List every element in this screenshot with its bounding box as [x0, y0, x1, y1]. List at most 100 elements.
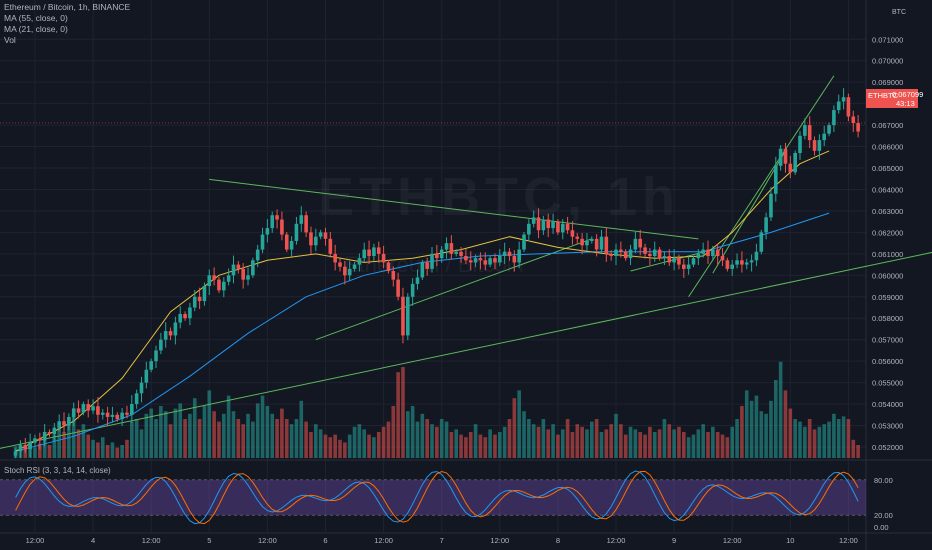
- candle-body: [309, 232, 313, 246]
- volume-bar: [343, 442, 347, 458]
- candle-body: [822, 133, 827, 141]
- volume-bar: [817, 426, 822, 458]
- price-tag-value: 0.067099: [892, 90, 924, 99]
- time-axis-label: 7: [440, 536, 444, 545]
- volume-bar: [556, 434, 560, 458]
- candle-body: [439, 249, 444, 259]
- trend-line: [712, 150, 786, 274]
- legend-ma55[interactable]: MA (55, close, 0): [4, 13, 68, 23]
- candle-body: [856, 122, 860, 132]
- candle-body: [662, 256, 667, 259]
- candle-body: [260, 234, 265, 250]
- candle-body: [493, 258, 497, 263]
- time-axis-label: 4: [91, 536, 95, 545]
- price-axis-label: 0.057000: [872, 336, 903, 345]
- candle-body: [217, 279, 221, 291]
- candle-body: [575, 236, 580, 239]
- volume-bar: [483, 437, 488, 458]
- volume-bar: [725, 437, 730, 458]
- price-axis-label: 0.071000: [872, 35, 903, 44]
- candle-body: [517, 249, 521, 263]
- candle-body: [836, 101, 841, 111]
- candle-body: [178, 313, 183, 323]
- volume-bar: [81, 424, 86, 458]
- candle-body: [410, 283, 415, 297]
- volume-bar: [517, 390, 521, 458]
- candle-body: [783, 148, 788, 164]
- volume-bar: [105, 445, 110, 458]
- volume-bar: [851, 439, 856, 458]
- volume-bar: [754, 395, 759, 458]
- candle-body: [299, 215, 304, 224]
- candle-body: [47, 431, 52, 435]
- candle-body: [57, 421, 61, 428]
- price-axis-label: 0.064000: [872, 185, 903, 194]
- candle-body: [623, 251, 628, 259]
- candle-body: [406, 296, 410, 336]
- volume-bar: [270, 413, 275, 458]
- volume-bar: [42, 439, 47, 458]
- trend-line: [630, 249, 713, 272]
- candle-body: [832, 110, 836, 126]
- candle-body: [415, 277, 420, 284]
- candle-body: [473, 258, 478, 263]
- candle-body: [614, 249, 618, 257]
- volume-bar: [236, 419, 241, 458]
- volume-bar: [507, 419, 512, 458]
- legend-volume[interactable]: Vol: [4, 35, 16, 45]
- candle-body: [803, 125, 807, 136]
- volume-bar: [454, 429, 459, 458]
- candle-body: [551, 221, 555, 229]
- volume-bar: [822, 424, 827, 458]
- candle-body: [754, 251, 759, 261]
- candle-body: [62, 421, 66, 426]
- volume-bar: [493, 434, 497, 458]
- candle-body: [444, 243, 449, 250]
- candle-body: [807, 125, 812, 141]
- candle-body: [652, 249, 657, 257]
- volume-bar: [522, 411, 526, 458]
- candle-body: [536, 217, 541, 231]
- candle-body: [459, 251, 463, 257]
- time-axis-label: 12:00: [26, 536, 45, 545]
- candle-body: [425, 262, 429, 269]
- candle-body: [498, 256, 502, 263]
- candle-body: [744, 262, 749, 265]
- candle-body: [589, 238, 594, 241]
- trend-line: [0, 251, 932, 449]
- candle-body: [100, 412, 105, 415]
- candle-body: [125, 412, 129, 415]
- volume-bar: [120, 445, 124, 458]
- candle-body: [556, 221, 560, 233]
- volume-bar: [91, 439, 95, 458]
- candle-body: [255, 249, 260, 261]
- watermark-symbol: ETHBTC, 1h: [318, 167, 681, 227]
- volume-bar: [67, 419, 71, 458]
- volume-bar: [773, 380, 778, 458]
- volume-bar: [623, 434, 628, 458]
- candle-body: [289, 240, 294, 250]
- volume-bar: [449, 432, 454, 458]
- candle-body: [391, 271, 396, 280]
- volume-bar: [202, 406, 207, 458]
- candle-body: [401, 296, 405, 336]
- candle-body: [619, 249, 623, 252]
- stoch-rsi-axis-label: 20.00: [874, 511, 893, 520]
- volume-bar: [652, 432, 657, 458]
- candle-body: [231, 264, 236, 276]
- legend-ma21[interactable]: MA (21, close, 0): [4, 24, 68, 34]
- volume-bar: [309, 432, 313, 458]
- volume-bar: [686, 437, 691, 458]
- stoch-rsi-legend[interactable]: Stoch RSI (3, 3, 14, 14, close): [4, 466, 111, 475]
- candle-body: [585, 240, 589, 246]
- candle-body: [725, 260, 730, 269]
- candle-body: [681, 264, 686, 269]
- volume-bar: [570, 432, 575, 458]
- candle-body: [294, 223, 299, 241]
- volume-bar: [139, 429, 144, 458]
- candle-body: [183, 313, 187, 319]
- volume-bar: [827, 421, 831, 458]
- volume-bar: [841, 416, 846, 458]
- candle-body: [672, 258, 676, 263]
